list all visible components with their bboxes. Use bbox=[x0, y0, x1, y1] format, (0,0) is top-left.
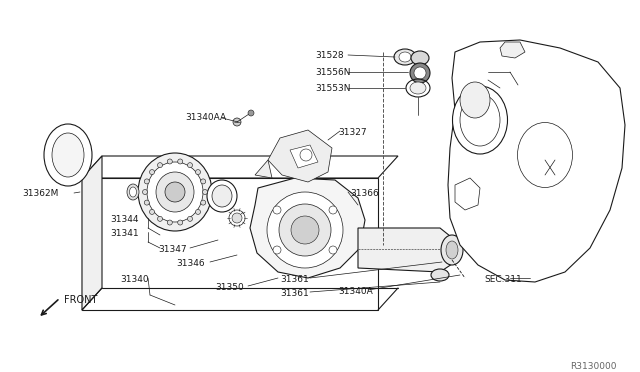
Circle shape bbox=[201, 200, 205, 205]
Circle shape bbox=[167, 220, 172, 225]
Ellipse shape bbox=[411, 51, 429, 65]
Text: 31553N: 31553N bbox=[315, 84, 351, 93]
Ellipse shape bbox=[232, 213, 242, 223]
Circle shape bbox=[363, 240, 371, 248]
Ellipse shape bbox=[414, 67, 426, 79]
Circle shape bbox=[291, 216, 319, 244]
Circle shape bbox=[157, 163, 163, 168]
Text: 31350: 31350 bbox=[215, 283, 244, 292]
Ellipse shape bbox=[399, 52, 411, 62]
Circle shape bbox=[178, 220, 182, 225]
Ellipse shape bbox=[127, 184, 139, 200]
Text: 31366: 31366 bbox=[350, 189, 379, 198]
Text: 31340AA: 31340AA bbox=[185, 113, 226, 122]
Circle shape bbox=[150, 209, 154, 214]
Ellipse shape bbox=[52, 133, 84, 177]
Circle shape bbox=[167, 159, 172, 164]
Ellipse shape bbox=[394, 49, 416, 65]
Circle shape bbox=[195, 209, 200, 214]
Text: 31341: 31341 bbox=[110, 229, 139, 238]
Polygon shape bbox=[455, 178, 480, 210]
Circle shape bbox=[144, 179, 149, 184]
Polygon shape bbox=[82, 156, 102, 310]
Ellipse shape bbox=[44, 124, 92, 186]
Polygon shape bbox=[500, 42, 525, 58]
Circle shape bbox=[329, 246, 337, 254]
Ellipse shape bbox=[156, 172, 194, 212]
Text: 31361: 31361 bbox=[280, 289, 308, 298]
Ellipse shape bbox=[410, 82, 426, 94]
Polygon shape bbox=[448, 40, 625, 282]
Text: 31347: 31347 bbox=[158, 245, 187, 254]
Circle shape bbox=[273, 206, 281, 214]
Polygon shape bbox=[82, 156, 398, 178]
Text: R3130000: R3130000 bbox=[570, 362, 616, 371]
Circle shape bbox=[188, 163, 193, 168]
Ellipse shape bbox=[410, 63, 430, 83]
Circle shape bbox=[202, 189, 207, 195]
Polygon shape bbox=[358, 228, 455, 272]
Circle shape bbox=[178, 159, 182, 164]
Ellipse shape bbox=[460, 82, 490, 118]
Circle shape bbox=[157, 217, 163, 221]
Ellipse shape bbox=[431, 269, 449, 281]
Circle shape bbox=[279, 204, 331, 256]
Text: 31528: 31528 bbox=[315, 51, 344, 60]
Circle shape bbox=[233, 118, 241, 126]
Circle shape bbox=[329, 206, 337, 214]
Circle shape bbox=[150, 170, 154, 174]
Text: 31361: 31361 bbox=[280, 275, 308, 284]
Polygon shape bbox=[268, 130, 332, 182]
Text: 31346: 31346 bbox=[176, 259, 205, 268]
Text: 31327: 31327 bbox=[338, 128, 367, 137]
Polygon shape bbox=[250, 178, 365, 278]
Ellipse shape bbox=[147, 162, 203, 222]
Ellipse shape bbox=[452, 86, 508, 154]
Ellipse shape bbox=[207, 180, 237, 212]
Circle shape bbox=[195, 170, 200, 174]
Text: 31340A: 31340A bbox=[338, 287, 372, 296]
Circle shape bbox=[188, 217, 193, 221]
Polygon shape bbox=[82, 178, 378, 310]
Circle shape bbox=[273, 246, 281, 254]
Circle shape bbox=[300, 149, 312, 161]
Ellipse shape bbox=[212, 185, 232, 207]
Circle shape bbox=[143, 189, 147, 195]
Text: 31362M: 31362M bbox=[22, 189, 58, 198]
Polygon shape bbox=[255, 160, 272, 178]
Text: 31556N: 31556N bbox=[315, 68, 351, 77]
Ellipse shape bbox=[446, 241, 458, 259]
Text: FRONT: FRONT bbox=[64, 295, 97, 305]
Text: 31340: 31340 bbox=[120, 275, 148, 284]
Text: SEC.311: SEC.311 bbox=[484, 275, 522, 284]
Circle shape bbox=[267, 192, 343, 268]
Circle shape bbox=[248, 110, 254, 116]
Ellipse shape bbox=[138, 153, 212, 231]
Ellipse shape bbox=[460, 94, 500, 146]
Circle shape bbox=[144, 200, 149, 205]
Polygon shape bbox=[290, 145, 318, 168]
Text: 31344: 31344 bbox=[110, 215, 138, 224]
Ellipse shape bbox=[441, 235, 463, 265]
Ellipse shape bbox=[129, 187, 136, 197]
Circle shape bbox=[165, 182, 185, 202]
Circle shape bbox=[201, 179, 205, 184]
